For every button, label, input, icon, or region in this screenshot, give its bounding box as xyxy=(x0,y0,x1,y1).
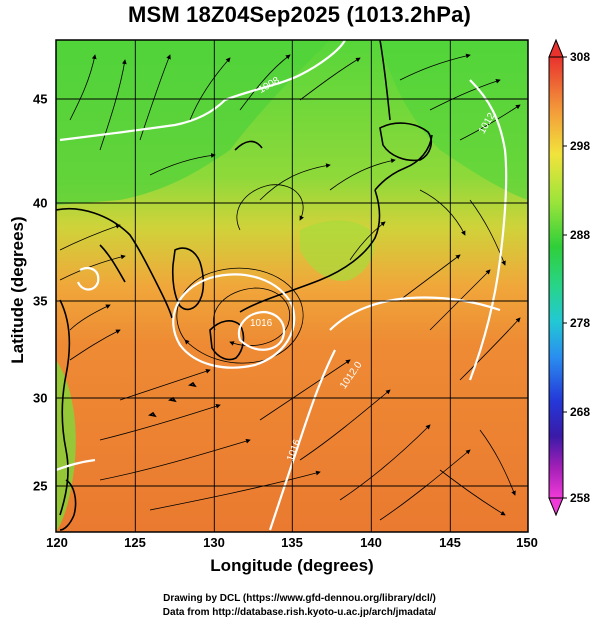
plot-frame xyxy=(55,39,529,533)
colorbar-min-arrow xyxy=(548,497,564,517)
y-tick-label: 45 xyxy=(33,91,48,107)
colorbar-tick-label: 258 xyxy=(570,491,591,505)
land-warm-honshu xyxy=(300,220,374,281)
y-tick-label: 35 xyxy=(33,293,48,309)
y-tick-label: 25 xyxy=(33,478,48,494)
colorbar-tick-label: 278 xyxy=(570,316,591,330)
cool-region-north xyxy=(56,40,330,205)
y-axis-label: Latitude (degrees) xyxy=(8,216,27,364)
x-tick-label: 125 xyxy=(124,535,146,550)
isobar-label: 1016 xyxy=(250,318,273,329)
y-tick-label: 30 xyxy=(33,390,48,406)
colorbar-tick-label: 268 xyxy=(570,405,591,419)
x-tick-label: 145 xyxy=(439,535,461,550)
x-tick-label: 140 xyxy=(360,535,382,550)
coastlines xyxy=(56,40,433,531)
credit-drawing: Drawing by DCL (https://www.gfd-dennou.o… xyxy=(163,593,436,604)
colorbar-max-arrow xyxy=(548,38,564,58)
x-tick-label: 130 xyxy=(203,535,225,550)
colorbar-tick-label: 298 xyxy=(570,139,591,153)
x-tick-label: 120 xyxy=(46,535,68,550)
colorbar-tick-label: 308 xyxy=(570,50,591,64)
y-tick-label: 40 xyxy=(33,195,48,211)
page-title: MSM 18Z04Sep2025 (1013.2hPa) xyxy=(127,2,472,27)
grid xyxy=(56,40,528,532)
x-tick-label: 135 xyxy=(281,535,303,550)
credit-data: Data from http://database.rish.kyoto-u.a… xyxy=(162,607,437,618)
cool-region-northeast xyxy=(380,40,528,200)
x-tick-label: 150 xyxy=(516,535,538,550)
x-axis-label: Longitude (degrees) xyxy=(210,556,374,575)
isobars xyxy=(56,40,508,531)
colorbar xyxy=(548,38,567,517)
colorbar-tick-label: 288 xyxy=(570,228,591,242)
